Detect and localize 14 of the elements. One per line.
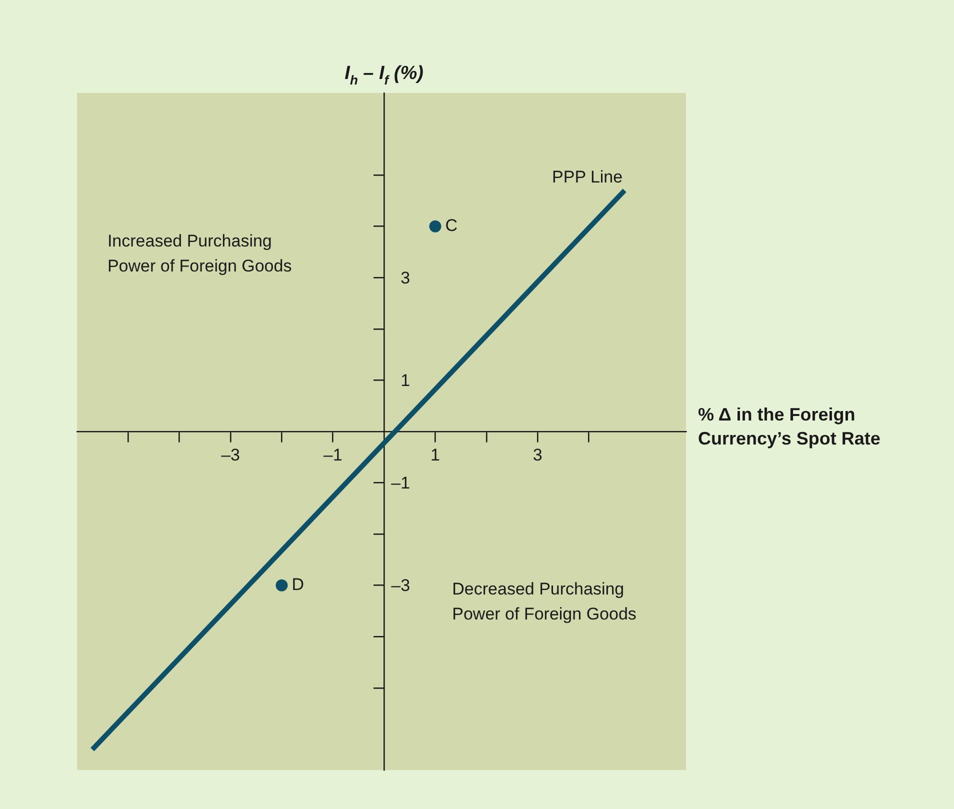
x-tick-label: –1 [323, 445, 342, 464]
y-tick-label: 1 [400, 370, 410, 390]
y-tick-label: –3 [391, 576, 410, 596]
series-label: C [445, 216, 458, 236]
y-tick-label: –1 [391, 473, 410, 492]
y-tick-label: 3 [400, 268, 410, 288]
annotation: Decreased Purchasing Power of Foreign Goods [452, 580, 636, 624]
x-tick-label: 3 [532, 445, 542, 464]
annotation: Increased Purchasing Power of Foreign Goods [107, 232, 292, 276]
series-label: D [292, 575, 304, 594]
x-tick-label: 1 [430, 445, 440, 464]
x-tick-label: –3 [221, 445, 240, 464]
series-label: PPP Line [552, 168, 623, 187]
x-axis-title: % Δ in the Foreign Currency’s Spot Rate [698, 404, 880, 448]
